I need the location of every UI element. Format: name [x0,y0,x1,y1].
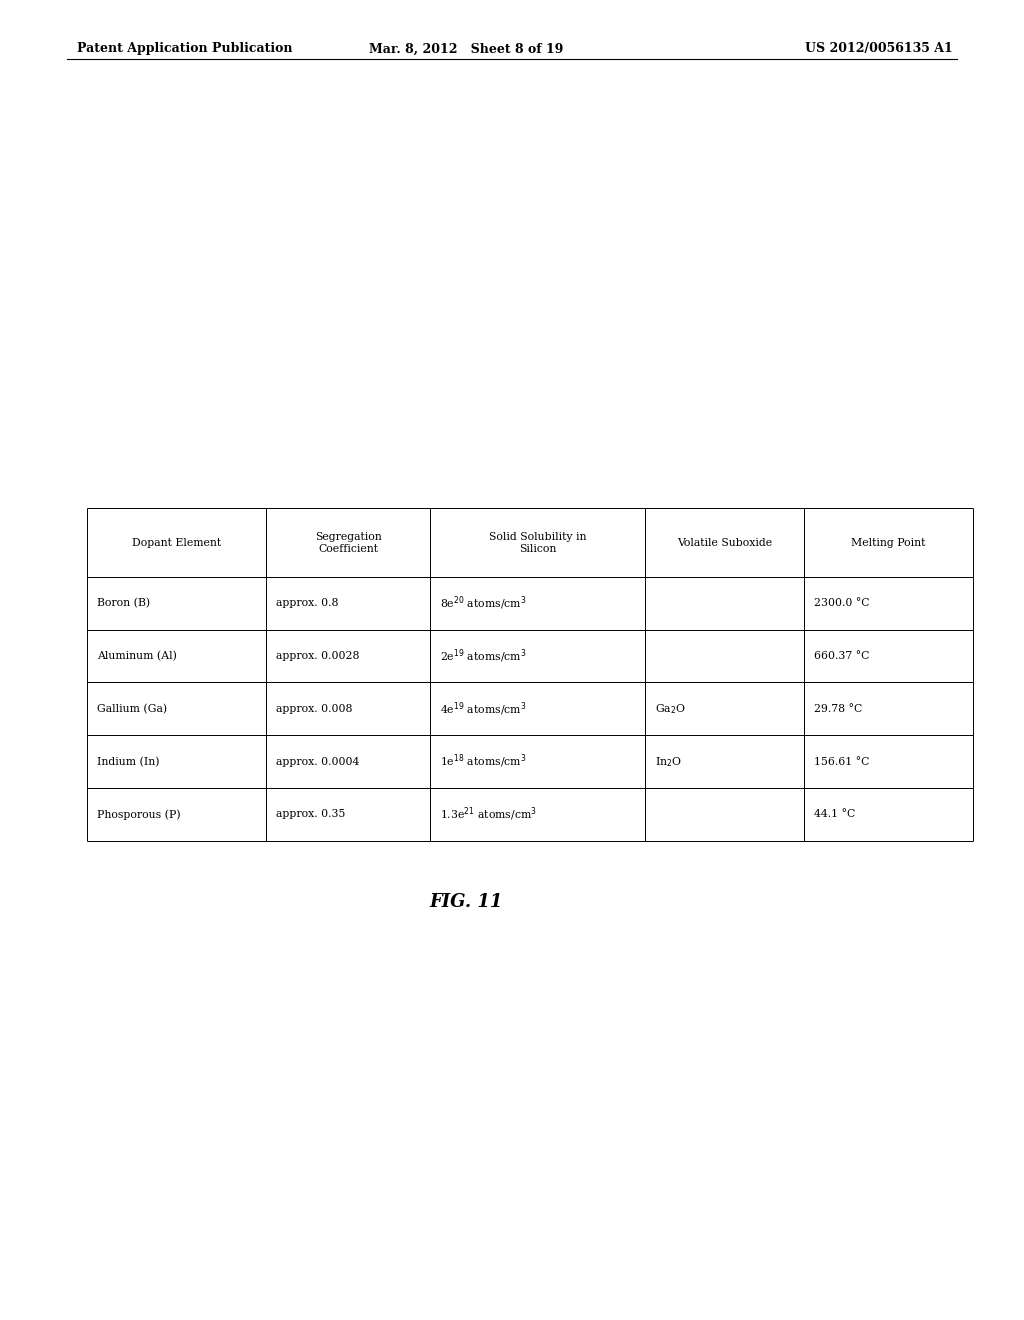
Text: Phosporous (P): Phosporous (P) [97,809,181,820]
Text: approx. 0.35: approx. 0.35 [276,809,346,820]
Text: In$_2$O: In$_2$O [655,755,682,768]
Text: 1.3e$^{21}$ atoms/cm$^3$: 1.3e$^{21}$ atoms/cm$^3$ [440,805,538,824]
Text: FIG. 11: FIG. 11 [429,892,503,911]
Text: 660.37 °C: 660.37 °C [814,651,869,661]
Text: approx. 0.0004: approx. 0.0004 [276,756,359,767]
Text: Melting Point: Melting Point [851,537,926,548]
Text: Solid Solubility in
Silicon: Solid Solubility in Silicon [488,532,587,553]
Text: Patent Application Publication: Patent Application Publication [77,42,292,55]
Text: 2300.0 °C: 2300.0 °C [814,598,869,609]
Text: 44.1 °C: 44.1 °C [814,809,855,820]
Text: Mar. 8, 2012   Sheet 8 of 19: Mar. 8, 2012 Sheet 8 of 19 [369,42,563,55]
Text: 2e$^{19}$ atoms/cm$^3$: 2e$^{19}$ atoms/cm$^3$ [440,647,527,665]
Text: Gallium (Ga): Gallium (Ga) [97,704,167,714]
Text: 156.61 °C: 156.61 °C [814,756,869,767]
Text: Volatile Suboxide: Volatile Suboxide [677,537,772,548]
Text: Segregation
Coefficient: Segregation Coefficient [314,532,382,553]
Text: 29.78 °C: 29.78 °C [814,704,862,714]
Text: approx. 0.8: approx. 0.8 [276,598,339,609]
Text: 4e$^{19}$ atoms/cm$^3$: 4e$^{19}$ atoms/cm$^3$ [440,700,527,718]
Text: Indium (In): Indium (In) [97,756,160,767]
Text: Ga$_2$O: Ga$_2$O [655,702,686,715]
Text: US 2012/0056135 A1: US 2012/0056135 A1 [805,42,952,55]
Text: Boron (B): Boron (B) [97,598,151,609]
Text: approx. 0.008: approx. 0.008 [276,704,353,714]
Text: 1e$^{18}$ atoms/cm$^3$: 1e$^{18}$ atoms/cm$^3$ [440,752,527,771]
Text: Dopant Element: Dopant Element [132,537,221,548]
Text: 8e$^{20}$ atoms/cm$^3$: 8e$^{20}$ atoms/cm$^3$ [440,594,527,612]
Text: approx. 0.0028: approx. 0.0028 [276,651,360,661]
Text: Aluminum (Al): Aluminum (Al) [97,651,177,661]
